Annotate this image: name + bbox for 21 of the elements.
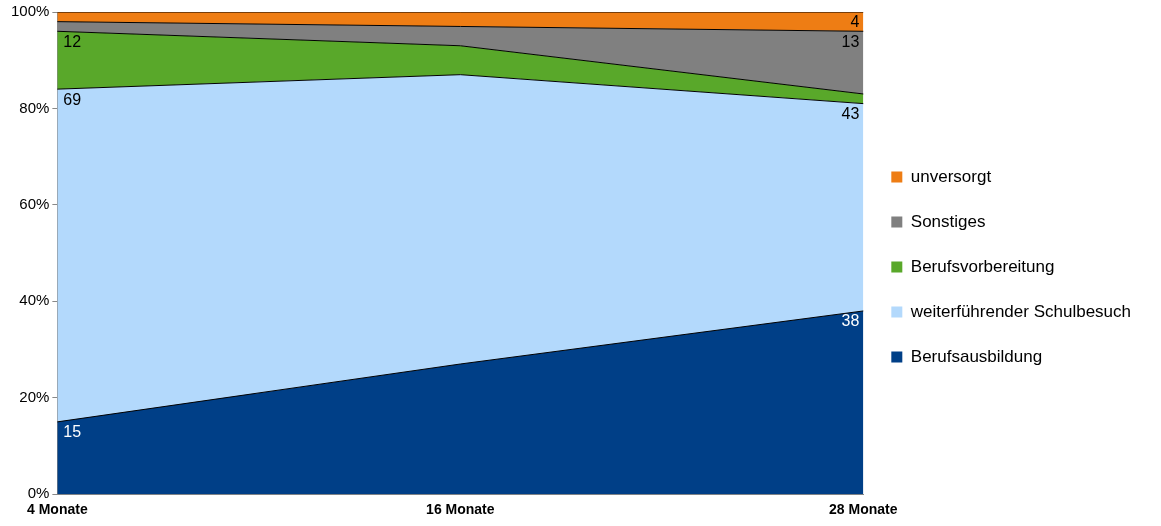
x-tick-label: 4 Monate [27,501,88,518]
x-tick-label: 28 Monate [829,501,898,518]
y-tick-label: 60% [19,195,50,213]
data-label: 12 [63,32,82,50]
data-label: 69 [63,90,82,108]
y-tick-label: 20% [19,387,50,405]
data-label: 15 [63,423,82,441]
y-tick-label: 40% [19,291,50,309]
legend-label: Berufsausbildung [910,346,1043,366]
legend-label: weiterführender Schulbesuch [909,301,1131,321]
legend-label: unversorgt [910,166,992,186]
y-tick-label: 0% [27,484,50,502]
data-label: 13 [841,32,860,50]
data-label: 4 [850,13,860,31]
legend-label: Berufsvorbereitung [910,256,1055,276]
y-tick-label: 80% [19,98,50,116]
data-label: 43 [841,105,860,123]
legend-label: Sonstiges [910,211,986,231]
data-label: 38 [841,312,860,330]
y-tick-label: 100% [10,2,50,20]
x-tick-label: 16 Monate [426,501,495,518]
